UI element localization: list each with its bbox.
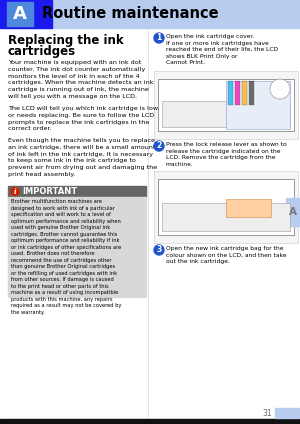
Bar [228, 81, 233, 105]
Text: Replacing the ink: Replacing the ink [8, 34, 124, 47]
Bar [0, 0, 300, 28]
Bar [0, 0, 52, 28]
Text: IMPORTANT: IMPORTANT [22, 187, 77, 196]
Bar [242, 81, 247, 105]
Bar [154, 71, 298, 139]
Text: Brother multifunction machines are
designed to work with ink of a particular
spe: Brother multifunction machines are desig… [11, 199, 122, 315]
Bar [226, 81, 290, 129]
Bar [7, 2, 33, 26]
Bar [0, 419, 300, 424]
Text: 1: 1 [156, 33, 162, 42]
Bar [235, 81, 240, 105]
Text: Open the new ink cartridge bag for the
colour shown on the LCD, and then take
ou: Open the new ink cartridge bag for the c… [166, 246, 286, 264]
Bar [275, 408, 299, 418]
Text: 31: 31 [262, 408, 272, 418]
Bar [8, 186, 146, 197]
Text: cartridges: cartridges [8, 45, 76, 58]
Bar [8, 197, 146, 297]
Bar [158, 79, 294, 131]
Bar [154, 171, 298, 243]
Text: A: A [13, 5, 27, 23]
Text: Even though the machine tells you to replace
an ink cartridge, there will be a s: Even though the machine tells you to rep… [8, 138, 157, 177]
Bar [162, 203, 290, 231]
Circle shape [11, 187, 19, 195]
Text: Routine maintenance: Routine maintenance [42, 6, 219, 22]
Text: i: i [14, 187, 16, 195]
Text: Open the ink cartridge cover.
If one or more ink cartridges have
reached the end: Open the ink cartridge cover. If one or … [166, 34, 278, 65]
Text: A: A [289, 207, 297, 217]
Text: 3: 3 [156, 245, 162, 254]
Bar [249, 81, 254, 105]
Circle shape [154, 33, 164, 43]
Circle shape [154, 245, 164, 255]
Text: 2: 2 [156, 142, 162, 151]
Text: Your machine is equipped with an ink dot
counter. The ink dot counter automatica: Your machine is equipped with an ink dot… [8, 60, 154, 99]
Circle shape [154, 141, 164, 151]
Bar [158, 179, 294, 235]
Bar [226, 199, 271, 217]
Bar [162, 101, 290, 127]
Text: Press the lock release lever as shown to
release the cartridge indicated on the
: Press the lock release lever as shown to… [166, 142, 287, 167]
Circle shape [270, 79, 290, 99]
Bar [286, 198, 300, 226]
Text: The LCD will tell you which ink cartridge is low
or needs replacing. Be sure to : The LCD will tell you which ink cartridg… [8, 106, 158, 131]
